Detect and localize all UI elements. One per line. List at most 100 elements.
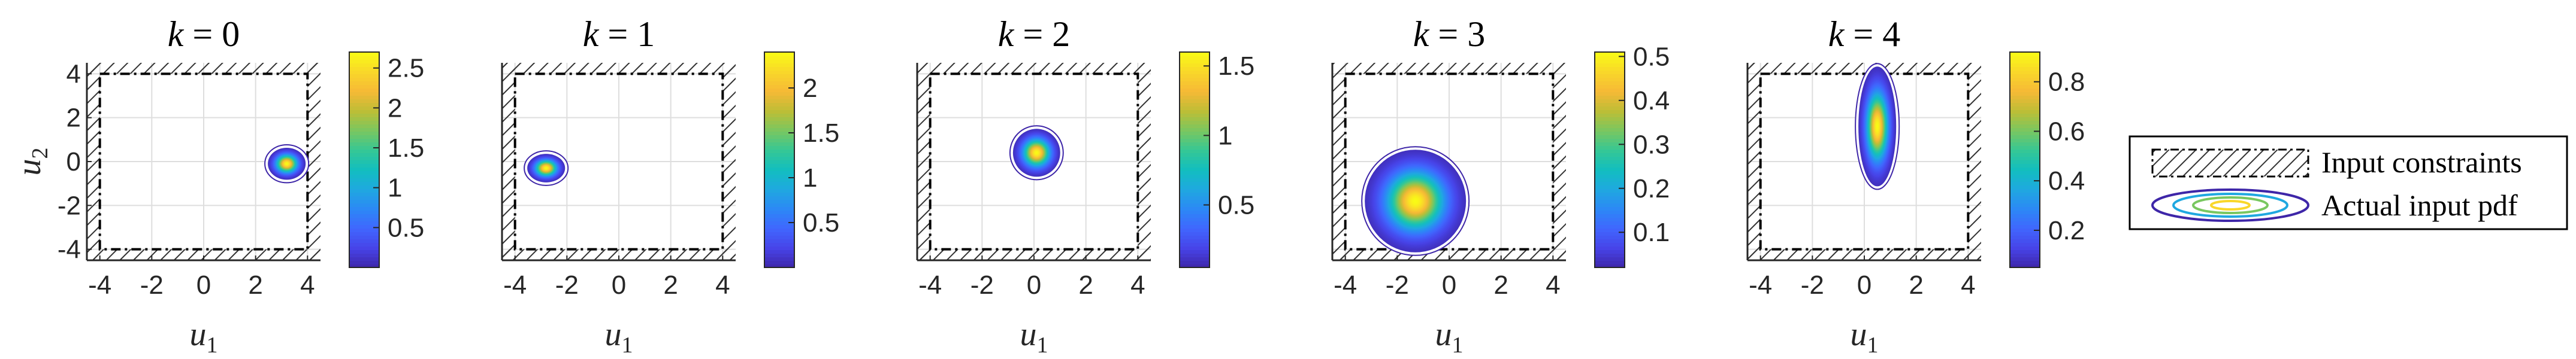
colorbar-segment [1180, 253, 1210, 257]
colorbar-segment [2010, 160, 2040, 164]
colorbar-segment [2010, 84, 2040, 89]
colorbar-segment [764, 135, 794, 139]
colorbar-segment [764, 77, 794, 81]
colorbar-segment [1180, 178, 1210, 182]
colorbar-segment [1595, 228, 1625, 232]
colorbar-segment [764, 70, 794, 74]
colorbar-segment [349, 235, 379, 239]
colorbar-segment [2010, 113, 2040, 117]
constraint-hatch-bottom [87, 249, 321, 260]
colorbar-segment [2010, 260, 2040, 264]
colorbar-segment [349, 92, 379, 96]
legend-pdf-contour [2151, 188, 2309, 222]
colorbar-segment [1595, 174, 1625, 178]
colorbar-segment [349, 153, 379, 157]
colorbar-segment [1595, 77, 1625, 81]
subplot-title: k = 0 [168, 14, 240, 54]
colorbar-segment [764, 246, 794, 250]
constraint-hatch-top [1332, 63, 1566, 74]
colorbar-segment [1180, 95, 1210, 99]
colorbar-segment [1595, 239, 1625, 243]
colorbar-segment [764, 102, 794, 107]
legend-pdf-contour [2210, 200, 2251, 211]
colorbar-segment [1595, 124, 1625, 128]
colorbar-segment [2010, 228, 2040, 232]
colorbar-segment [1180, 210, 1210, 214]
x-tick-label: -4 [918, 270, 942, 300]
colorbar-segment [2010, 109, 2040, 114]
colorbar-segment [2010, 88, 2040, 92]
x-tick-label: 2 [1909, 270, 1923, 300]
colorbar-segment [764, 63, 794, 67]
x-axis-label: u1 [1020, 316, 1048, 358]
colorbar-segment [1180, 66, 1210, 71]
colorbar-segment [349, 127, 379, 132]
colorbar-segment [1180, 171, 1210, 175]
colorbar-segment [1595, 217, 1625, 221]
colorbar-segment [1595, 113, 1625, 117]
colorbar-segment [1595, 206, 1625, 211]
colorbar-segment [764, 221, 794, 225]
colorbar-segment [1180, 224, 1210, 229]
colorbar-segment [349, 188, 379, 193]
colorbar-segment [1595, 127, 1625, 132]
colorbar-segment [764, 203, 794, 207]
colorbar-tick-label: 0.5 [1633, 42, 1670, 71]
colorbar-segment [349, 142, 379, 146]
colorbar-segment [2010, 131, 2040, 135]
colorbar-segment [2010, 224, 2040, 229]
colorbar-tick-label: 1 [1218, 121, 1232, 150]
colorbar-segment [2010, 221, 2040, 225]
x-tick-label: 4 [1546, 270, 1560, 300]
colorbar-segment [764, 66, 794, 71]
colorbar-segment [764, 106, 794, 110]
colorbar-segment [1595, 81, 1625, 85]
colorbar-segment [1595, 102, 1625, 107]
colorbar-segment [1180, 84, 1210, 89]
constraint-hatch-top [917, 63, 1151, 74]
colorbar-segment [2010, 196, 2040, 200]
colorbar-segment [349, 102, 379, 107]
colorbar-segment [1180, 163, 1210, 168]
colorbar-segment [2010, 206, 2040, 211]
legend: Input constraints Actual input pdf [2128, 135, 2568, 230]
legend-pdf-contour [2172, 193, 2288, 218]
colorbar-frame [1179, 51, 1210, 268]
colorbar-segment [2010, 106, 2040, 110]
colorbar: 0.8 0.6 0.4 0.2 [2009, 51, 2085, 268]
colorbar-segment [2010, 99, 2040, 103]
colorbar-segment [2010, 264, 2040, 268]
colorbar-segment [2010, 257, 2040, 261]
colorbar-segment [764, 253, 794, 257]
colorbar-segment [764, 192, 794, 196]
x-tick-label: 2 [663, 270, 678, 300]
colorbar-tick-label: 2 [388, 93, 402, 123]
colorbar-segment [764, 95, 794, 99]
constraint-hatch-left [87, 63, 100, 260]
colorbar-segment [2010, 242, 2040, 247]
colorbar-segment [764, 81, 794, 85]
colorbar-segment [349, 149, 379, 153]
colorbar-segment [1180, 149, 1210, 153]
colorbar-segment [2010, 70, 2040, 74]
colorbar-segment [1595, 109, 1625, 114]
colorbar-segment [764, 156, 794, 160]
colorbar-segment [764, 260, 794, 264]
colorbar-segment [1595, 135, 1625, 139]
colorbar-segment [1180, 192, 1210, 196]
colorbar-tick-label: 1.5 [1218, 51, 1254, 81]
colorbar-segment [349, 167, 379, 171]
y-tick-label: -2 [58, 191, 81, 220]
colorbar-segment [1180, 257, 1210, 261]
colorbar-segment [1180, 260, 1210, 264]
x-tick-label: 0 [1442, 270, 1456, 300]
subplot-title: k = 4 [1828, 14, 1900, 54]
colorbar-segment [764, 138, 794, 142]
colorbar-segment [2010, 52, 2040, 56]
colorbar-segment [1595, 214, 1625, 218]
colorbar-segment [1180, 120, 1210, 124]
colorbar-segment [349, 145, 379, 150]
x-tick-label: 2 [1493, 270, 1508, 300]
colorbar-segment [349, 210, 379, 214]
colorbar-segment [349, 109, 379, 114]
